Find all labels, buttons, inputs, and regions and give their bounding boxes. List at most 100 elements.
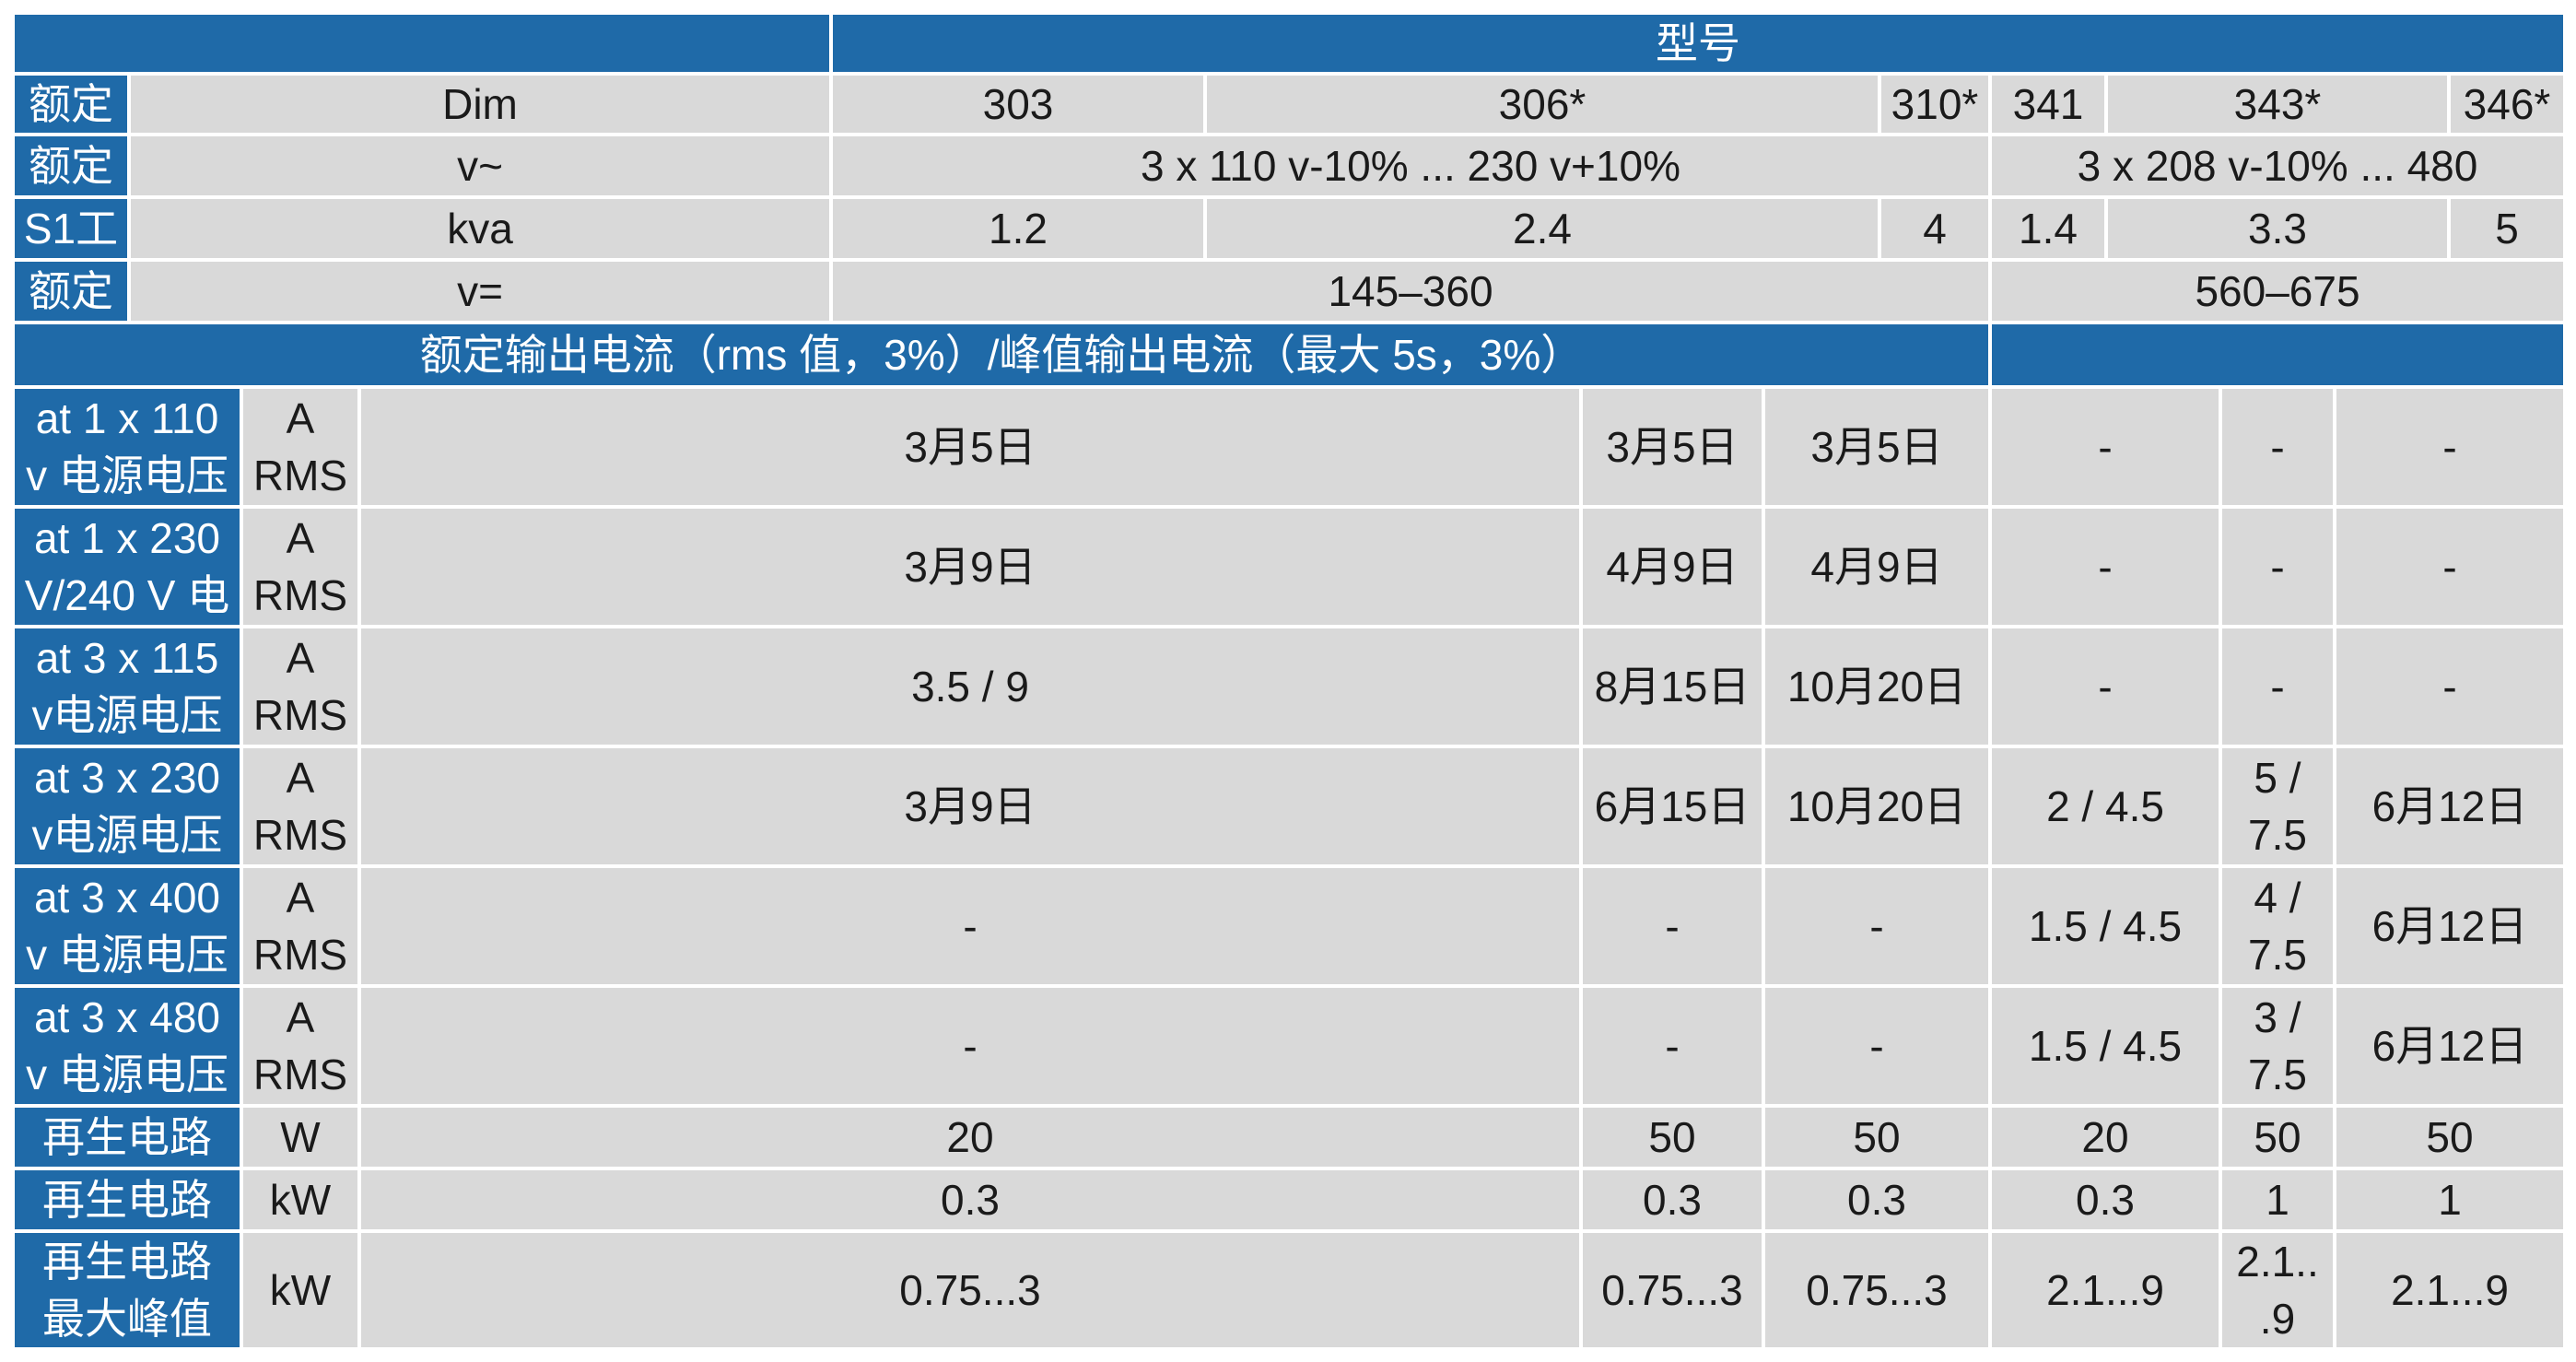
value-cell: 2 / 4.5 [1992,748,2219,864]
value-cell: 20 [361,1108,1579,1167]
row-label: at 3 x 400 v 电源电压 [15,868,240,984]
row-label: at 3 x 230 v电源电压 [15,748,240,864]
row-unit: A RMS [243,748,357,864]
row-label: S1工 [15,199,127,258]
value-cell: 4 / 7.5 [2222,868,2333,984]
value-cell: 6月15日 [1583,748,1762,864]
row-unit: kva [131,199,829,258]
value-cell: 4月9日 [1765,509,1988,625]
value-cell: 6月12日 [2336,868,2563,984]
row-unit: kW [243,1170,357,1229]
value-cell: - [1583,868,1762,984]
value-cell: 341 [1992,76,2104,133]
row-label: at 1 x 110 v 电源电压 [15,389,240,505]
value-cell: 50 [1583,1108,1762,1167]
value-cell: 5 [2451,199,2563,258]
value-cell: - [2222,509,2333,625]
value-cell: 303 [833,76,1203,133]
row-unit: A RMS [243,509,357,625]
value-cell: - [361,868,1579,984]
value-cell: 3月9日 [361,509,1579,625]
value-cell: 10月20日 [1765,628,1988,745]
value-cell: 3.3 [2108,199,2447,258]
value-cell: 1 [2222,1170,2333,1229]
row-label: 额定 [15,262,127,321]
row-label: at 3 x 115 v电源电压 [15,628,240,745]
value-cell: 0.3 [361,1170,1579,1229]
value-cell: 3月5日 [1765,389,1988,505]
value-cell: 50 [2336,1108,2563,1167]
row-label: 额定 [15,136,127,195]
value-cell: - [2222,389,2333,505]
value-cell: 3 / 7.5 [2222,988,2333,1104]
header-blank-cell [15,15,829,72]
value-cell: - [1992,509,2219,625]
value-cell: 50 [1765,1108,1988,1167]
value-cell: - [2336,628,2563,745]
value-cell: - [1765,988,1988,1104]
row-label: 再生电路 [15,1108,240,1167]
value-cell: 6月12日 [2336,988,2563,1104]
row-unit: v= [131,262,829,321]
value-cell: 2.4 [1207,199,1878,258]
value-cell: 0.75...3 [1765,1233,1988,1347]
value-cell: 8月15日 [1583,628,1762,745]
value-cell: 1.5 / 4.5 [1992,868,2219,984]
value-cell: 0.3 [1765,1170,1988,1229]
value-cell: 1.5 / 4.5 [1992,988,2219,1104]
value-cell: 1 [2336,1170,2563,1229]
value-cell: 0.3 [1583,1170,1762,1229]
value-cell: 343* [2108,76,2447,133]
value-cell: 3月9日 [361,748,1579,864]
value-cell: 346* [2451,76,2563,133]
section-header-blank [1992,324,2563,385]
value-cell: 310* [1881,76,1988,133]
value-cell: 20 [1992,1108,2219,1167]
value-cell: - [1992,389,2219,505]
value-cell: 3 x 110 v-10% ... 230 v+10% [833,136,1988,195]
value-cell: 560–675 [1992,262,2563,321]
value-cell: 0.75...3 [361,1233,1579,1347]
value-cell: - [1992,628,2219,745]
value-cell: 145–360 [833,262,1988,321]
value-cell: 5 / 7.5 [2222,748,2333,864]
row-unit: A RMS [243,868,357,984]
value-cell: 306* [1207,76,1878,133]
value-cell: - [2336,389,2563,505]
value-cell: 3.5 / 9 [361,628,1579,745]
row-label: 额定 [15,76,127,133]
row-unit: A RMS [243,389,357,505]
value-cell: 1.4 [1992,199,2104,258]
value-cell: 0.3 [1992,1170,2219,1229]
value-cell: 2.1...9 [2336,1233,2563,1347]
value-cell: 1.2 [833,199,1203,258]
row-unit: v~ [131,136,829,195]
value-cell: 50 [2222,1108,2333,1167]
value-cell: 4 [1881,199,1988,258]
value-cell: 3月5日 [1583,389,1762,505]
value-cell: - [361,988,1579,1104]
value-cell: - [2222,628,2333,745]
row-unit: W [243,1108,357,1167]
value-cell: 2.1.. .9 [2222,1233,2333,1347]
value-cell: 2.1...9 [1992,1233,2219,1347]
row-unit: A RMS [243,628,357,745]
value-cell: 3 x 208 v-10% ... 480 [1992,136,2563,195]
row-label: at 3 x 480 v 电源电压 [15,988,240,1104]
row-unit: A RMS [243,988,357,1104]
row-label: at 1 x 230 V/240 V 电 [15,509,240,625]
value-cell: 0.75...3 [1583,1233,1762,1347]
value-cell: - [1583,988,1762,1104]
row-label: 再生电路 最大峰值 [15,1233,240,1347]
section-header: 额定输出电流（rms 值，3%）/峰值输出电流（最大 5s，3%） [15,324,1988,385]
row-label: 再生电路 [15,1170,240,1229]
row-unit: kW [243,1233,357,1347]
value-cell: 3月5日 [361,389,1579,505]
value-cell: 10月20日 [1765,748,1988,864]
row-unit: Dim [131,76,829,133]
value-cell: 4月9日 [1583,509,1762,625]
value-cell: - [1765,868,1988,984]
value-cell: 6月12日 [2336,748,2563,864]
value-cell: - [2336,509,2563,625]
